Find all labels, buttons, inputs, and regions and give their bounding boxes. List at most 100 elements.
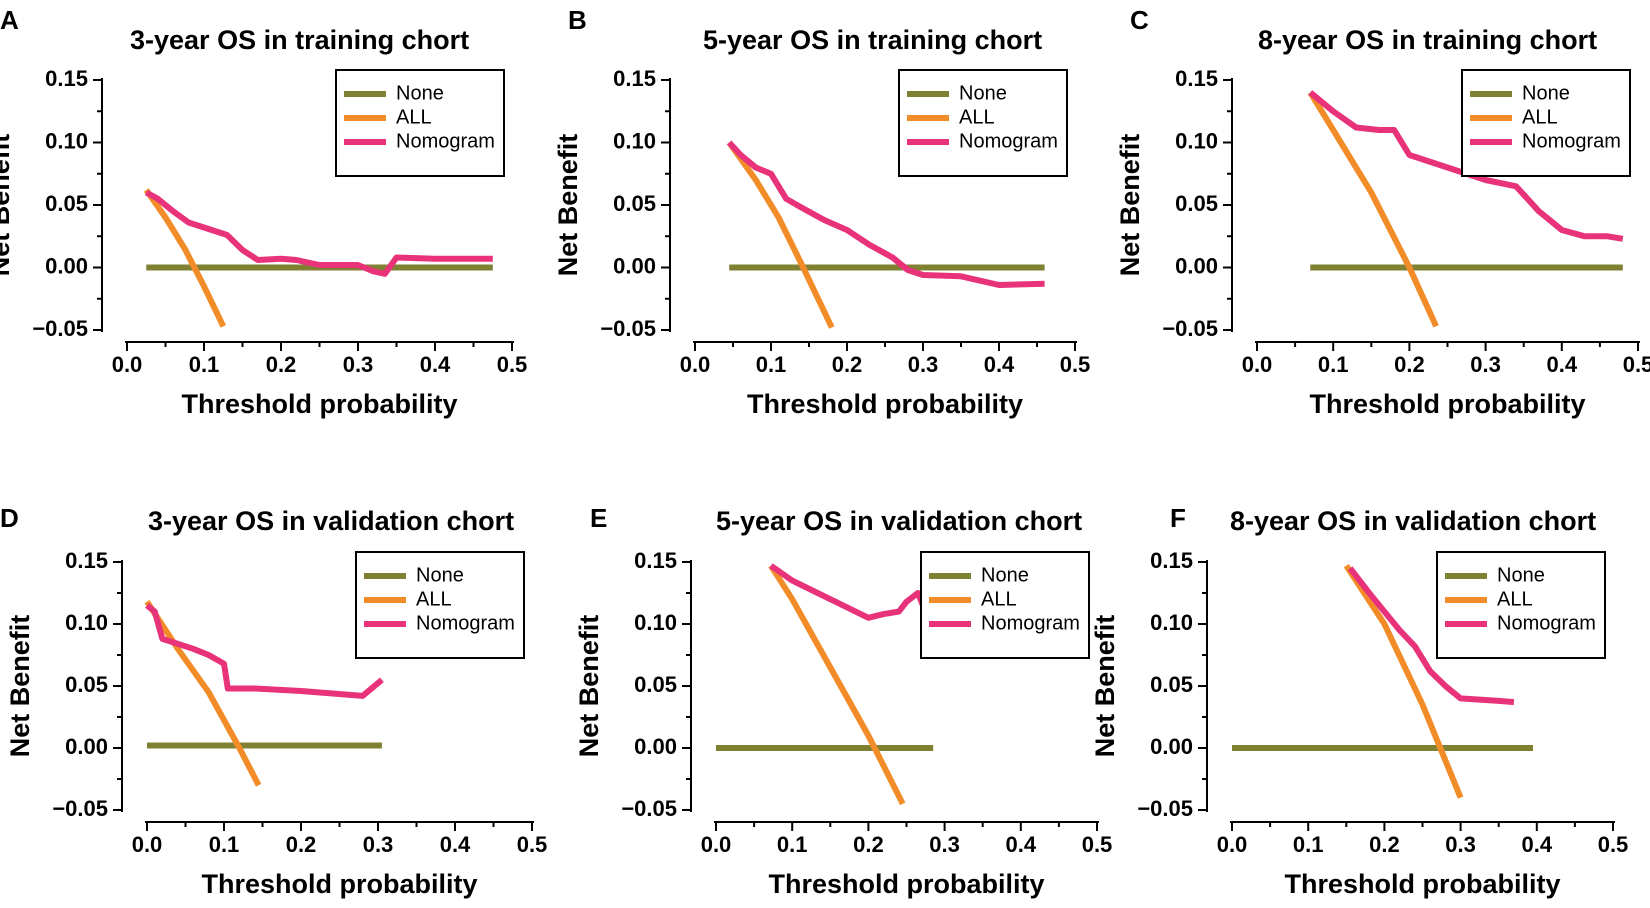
panel-e-title: 5-year OS in validation chort bbox=[716, 506, 1082, 536]
panel-e-legend-label-all: ALL bbox=[981, 588, 1017, 610]
panel-f-title: 8-year OS in validation chort bbox=[1230, 506, 1596, 536]
panel-a-y-tick-label: 0.15 bbox=[45, 66, 88, 91]
panel-f: F 8-year OS in validation chort −0.05 0.00 0… bbox=[1090, 503, 1628, 899]
panel-a-x-axis-label: Threshold probability bbox=[181, 389, 457, 419]
panel-c-title: 8-year OS in training chort bbox=[1258, 25, 1597, 55]
panel-c-x-tick-label: 0.4 bbox=[1547, 352, 1578, 377]
panel-b-y-tick-label: 0.00 bbox=[613, 253, 656, 278]
panel-f-legend bbox=[1436, 551, 1606, 659]
panel-f-x-tick-label: 0.1 bbox=[1293, 832, 1324, 857]
panel-b-x-tick-label: 0.1 bbox=[756, 352, 787, 377]
panel-c-series-all bbox=[1307, 90, 1439, 328]
panel-a-y-tick-label: 0.00 bbox=[45, 253, 88, 278]
panel-b-title: 5-year OS in training chort bbox=[703, 25, 1042, 55]
panel-a-y-tick-label: −0.05 bbox=[32, 316, 88, 341]
panel-f-y-tick-label: 0.15 bbox=[1150, 548, 1193, 573]
panel-f-series-all bbox=[1343, 564, 1464, 799]
panel-d: D 3-year OS in validation chort −0.05 0.00 0… bbox=[0, 503, 547, 899]
panel-d-y-tick-label: −0.05 bbox=[52, 796, 108, 821]
panel-a-x-tick-label: 0.0 bbox=[112, 352, 143, 377]
panel-e-y-tick-label: 0.05 bbox=[634, 672, 677, 697]
panel-c-x-tick-label: 0.5 bbox=[1623, 352, 1650, 377]
panel-e-x-axis-label: Threshold probability bbox=[768, 869, 1044, 899]
panel-d-y-tick-label: 0.15 bbox=[65, 548, 108, 573]
panel-e-x-tick-label: 0.3 bbox=[929, 832, 960, 857]
panel-f-series-nomogram bbox=[1347, 566, 1515, 706]
panel-d-y-tick-label: 0.05 bbox=[65, 672, 108, 697]
panel-e-y-tick-label: 0.00 bbox=[634, 734, 677, 759]
panel-d-y-axis-label: Net Benefit bbox=[5, 615, 35, 758]
panel-b-x-tick-label: 0.5 bbox=[1060, 352, 1091, 377]
panel-f-x-tick-label: 0.3 bbox=[1445, 832, 1476, 857]
panel-d-legend-label-none: None bbox=[416, 564, 464, 586]
panel-f-x-tick-label: 0.4 bbox=[1522, 832, 1553, 857]
panel-c-y-tick-label: 0.00 bbox=[1175, 253, 1218, 278]
panel-a-letter: A bbox=[0, 5, 19, 35]
panel-f-y-tick-label: 0.10 bbox=[1150, 610, 1193, 635]
panel-a-y-tick-label: 0.05 bbox=[45, 191, 88, 216]
panel-a-y-tick-label: 0.10 bbox=[45, 128, 88, 153]
panel-c-y-tick-label: −0.05 bbox=[1162, 316, 1218, 341]
panel-d-x-tick-label: 0.2 bbox=[286, 832, 317, 857]
panel-b-series-all bbox=[726, 140, 835, 329]
panel-b-x-tick-label: 0.4 bbox=[984, 352, 1015, 377]
panel-d-x-tick-label: 0.3 bbox=[363, 832, 394, 857]
panel-a-series-nomogram bbox=[144, 189, 493, 277]
panel-c-y-axis-label: Net Benefit bbox=[1115, 134, 1145, 277]
panel-c: C 8-year OS in training chort −0.05 0.00 0.0… bbox=[1115, 5, 1650, 419]
panel-d-y-tick-label: 0.00 bbox=[65, 734, 108, 759]
panel-b-x-tick-label: 0.2 bbox=[832, 352, 863, 377]
panel-b-x-tick-label: 0.0 bbox=[680, 352, 711, 377]
panel-a-series-all bbox=[143, 188, 227, 328]
panel-c-series-nomogram bbox=[1308, 90, 1624, 242]
panel-a-x-tick-label: 0.5 bbox=[497, 352, 528, 377]
panel-b-x-axis-label: Threshold probability bbox=[747, 389, 1023, 419]
panel-f-y-tick-label: −0.05 bbox=[1137, 796, 1193, 821]
panel-a-y-axis-label: Net Benefit bbox=[0, 134, 15, 277]
panel-b-y-tick-label: −0.05 bbox=[600, 316, 656, 341]
panel-e-y-axis-label: Net Benefit bbox=[574, 615, 604, 758]
panel-c-y-tick-label: 0.05 bbox=[1175, 191, 1218, 216]
panel-c-legend bbox=[1461, 69, 1631, 177]
panel-f-legend-label-nomogram: Nomogram bbox=[1497, 612, 1596, 634]
panel-a-legend bbox=[335, 69, 505, 177]
panel-c-y-tick-label: 0.10 bbox=[1175, 128, 1218, 153]
panel-e: E 5-year OS in validation chort −0.05 0.00 0… bbox=[574, 503, 1112, 899]
panel-a-x-tick-label: 0.3 bbox=[343, 352, 374, 377]
panel-f-x-tick-label: 0.0 bbox=[1217, 832, 1248, 857]
panel-f-y-tick-label: 0.05 bbox=[1150, 672, 1193, 697]
panel-e-letter: E bbox=[590, 503, 607, 533]
panel-d-letter: D bbox=[0, 503, 19, 533]
panel-d-legend-label-nomogram: Nomogram bbox=[416, 612, 515, 634]
panel-e-x-tick-label: 0.5 bbox=[1082, 832, 1113, 857]
panel-a: A 3-year OS in training chort −0.05 0.00 0.0… bbox=[0, 5, 527, 419]
panel-a-x-tick-label: 0.1 bbox=[189, 352, 220, 377]
panel-e-y-tick-label: −0.05 bbox=[621, 796, 677, 821]
panel-a-title: 3-year OS in training chort bbox=[130, 25, 469, 55]
panel-e-series-all bbox=[768, 564, 906, 806]
panel-e-y-tick-label: 0.10 bbox=[634, 610, 677, 635]
panel-c-legend-label-nomogram: Nomogram bbox=[1522, 130, 1621, 152]
panel-a-legend-label-nomogram: Nomogram bbox=[396, 130, 495, 152]
panel-c-x-tick-label: 0.0 bbox=[1242, 352, 1273, 377]
panel-a-x-tick-label: 0.4 bbox=[420, 352, 451, 377]
panel-b-y-axis-label: Net Benefit bbox=[553, 134, 583, 277]
panel-c-x-tick-label: 0.3 bbox=[1470, 352, 1501, 377]
panel-e-legend-label-nomogram: Nomogram bbox=[981, 612, 1080, 634]
panel-f-x-tick-label: 0.2 bbox=[1369, 832, 1400, 857]
panel-b-letter: B bbox=[568, 5, 587, 35]
panel-c-letter: C bbox=[1130, 5, 1149, 35]
panel-b-legend-label-all: ALL bbox=[959, 106, 995, 128]
panel-e-x-tick-label: 0.2 bbox=[853, 832, 884, 857]
panel-e-series-nomogram bbox=[769, 563, 936, 629]
panel-b-legend-label-nomogram: Nomogram bbox=[959, 130, 1058, 152]
panel-d-title: 3-year OS in validation chort bbox=[148, 506, 514, 536]
panel-f-letter: F bbox=[1170, 503, 1186, 533]
panel-d-x-axis-label: Threshold probability bbox=[201, 869, 477, 899]
panel-f-x-tick-label: 0.5 bbox=[1598, 832, 1629, 857]
panel-f-legend-label-none: None bbox=[1497, 564, 1545, 586]
panel-d-series-all bbox=[144, 600, 262, 787]
panel-d-x-tick-label: 0.0 bbox=[132, 832, 163, 857]
panel-e-x-tick-label: 0.4 bbox=[1006, 832, 1037, 857]
